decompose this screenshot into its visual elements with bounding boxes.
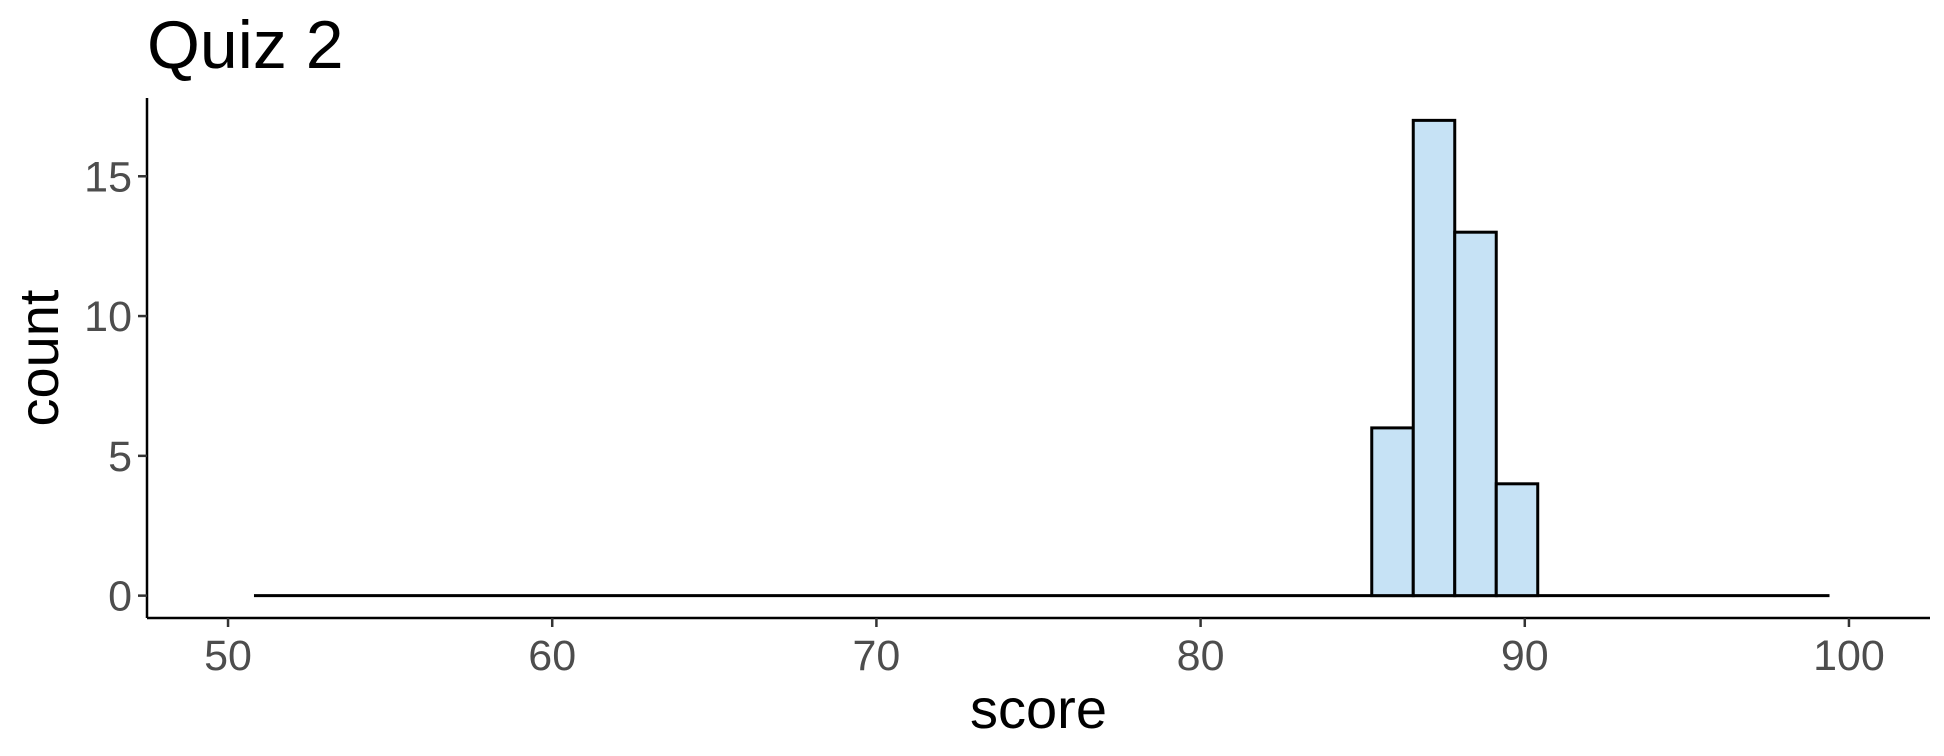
x-tick-label: 100 [1813,632,1885,680]
bars [1370,118,1540,598]
x-tick-label: 70 [852,632,900,680]
y-axis-ticks: 0 5 10 15 [84,153,147,621]
x-tick-label: 50 [204,632,252,680]
histogram-bar [1411,118,1457,598]
y-tick-label: 5 [108,433,132,481]
x-tick-label: 60 [528,632,576,680]
x-tick-label: 80 [1177,632,1225,680]
y-axis-title: count [7,289,70,426]
y-tick-label: 15 [84,153,132,201]
y-tick-label: 10 [84,293,132,341]
x-tick-label: 90 [1501,632,1549,680]
histogram-bar [1453,230,1498,598]
x-axis-title: score [970,677,1107,740]
x-axis-ticks: 50 60 70 80 90 100 [204,618,1885,680]
histogram-bar [1494,482,1540,598]
y-tick-label: 0 [108,573,132,621]
plot-area [253,118,1830,598]
chart-title: Quiz 2 [147,7,344,83]
histogram-bar [1370,426,1415,598]
